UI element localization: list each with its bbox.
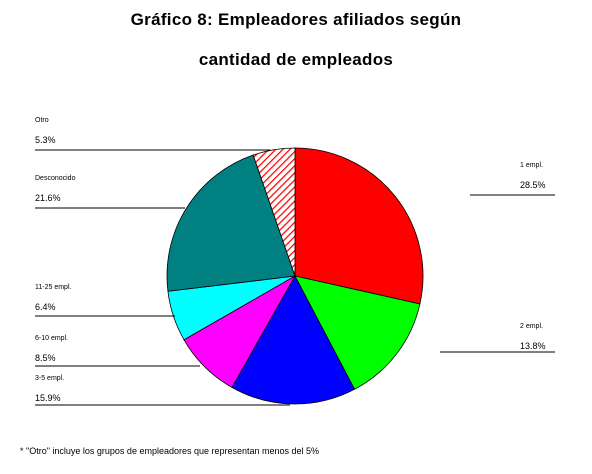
pie-slice-desconocido <box>166 154 296 292</box>
pie-slice-1-empl- <box>294 147 424 305</box>
footnote: * "Otro" incluye los grupos de empleador… <box>20 446 320 456</box>
pie-slice-2-empl- <box>294 275 421 390</box>
slice-label: 6-10 empl. <box>35 335 68 342</box>
chart-title-line-1: Gráfico 8: Empleadores afiliados según <box>130 10 462 29</box>
slice-percent: 28.5% <box>520 180 546 190</box>
slice-percent: 13.8% <box>520 341 546 351</box>
slice-percent: 5.3% <box>35 135 56 145</box>
slice-label: Desconocido <box>35 175 76 182</box>
slice-label: 3-5 empl. <box>35 375 64 382</box>
slice-label: Otro <box>35 117 49 124</box>
slice-label: 2 empl. <box>520 323 543 330</box>
slice-percent: 8.5% <box>35 353 56 363</box>
slice-percent: 21.6% <box>35 193 61 203</box>
slice-label: 1 empl. <box>520 162 543 169</box>
slice-percent: 6.4% <box>35 302 56 312</box>
pie-slice-3-5-empl- <box>231 275 356 405</box>
slice-label: 11-25 empl. <box>35 284 72 291</box>
pie-slice-otro <box>252 147 296 277</box>
chart-title-line-2: cantidad de empleados <box>198 50 394 69</box>
slice-percent: 15.9% <box>35 393 61 403</box>
